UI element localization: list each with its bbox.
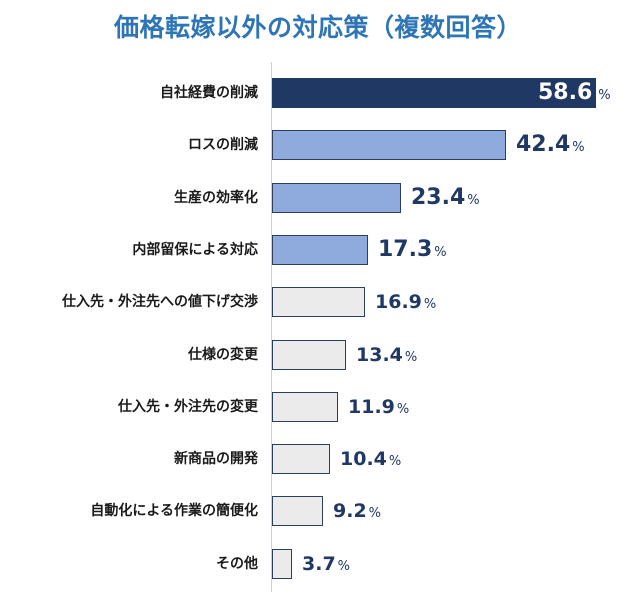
bar (272, 392, 338, 422)
value-number: 9.2 (333, 500, 367, 522)
category-label: 新商品の開発 (174, 451, 258, 467)
bar-row: 内部留保による対応 17.3% (0, 235, 636, 265)
percent-sign: % (467, 193, 480, 208)
percent-sign: % (396, 402, 410, 417)
category-label: 仕入先・外注先への値下げ交渉 (62, 294, 258, 310)
value-number: 17.3 (378, 237, 433, 262)
bar (272, 78, 596, 108)
bar (272, 183, 401, 213)
bar (272, 340, 346, 370)
percent-sign: % (598, 88, 611, 103)
bar-row: 仕入先・外注先の変更 11.9% (0, 392, 636, 422)
category-label: 内部留保による対応 (132, 242, 258, 258)
value-number: 10.4 (340, 448, 387, 470)
bar-row: その他 3.7% (0, 549, 636, 579)
value-number: 16.9 (375, 291, 422, 313)
percent-sign: % (404, 350, 418, 365)
value-label: 9.2% (333, 496, 381, 526)
value-number: 3.7 (302, 553, 336, 575)
value-label: 11.9% (348, 392, 409, 422)
bar-row: ロスの削減 42.4% (0, 130, 636, 160)
bar-row: 仕入先・外注先への値下げ交渉 16.9% (0, 287, 636, 317)
percent-sign: % (368, 506, 382, 521)
percent-sign: % (423, 297, 437, 312)
bar (272, 235, 368, 265)
bar (272, 287, 365, 317)
value-number: 13.4 (356, 344, 403, 366)
value-number: 58.6 (538, 80, 593, 105)
value-label: 58.6% (538, 78, 611, 108)
value-label: 16.9% (375, 287, 436, 317)
category-label: その他 (216, 556, 258, 572)
category-label: 仕入先・外注先の変更 (118, 399, 258, 415)
bar (272, 496, 323, 526)
percent-sign: % (434, 245, 447, 260)
bar-row: 仕様の変更 13.4% (0, 340, 636, 370)
category-label: ロスの削減 (188, 137, 258, 153)
value-number: 42.4 (516, 132, 571, 157)
value-label: 13.4% (356, 340, 417, 370)
category-axis-line (271, 62, 272, 592)
category-label: 生産の効率化 (174, 190, 258, 206)
bar-row: 新商品の開発 10.4% (0, 444, 636, 474)
value-label: 3.7% (302, 549, 350, 579)
bar-row: 自動化による作業の簡便化 9.2% (0, 496, 636, 526)
bar-row: 生産の効率化 23.4% (0, 183, 636, 213)
percent-sign: % (572, 140, 585, 155)
value-label: 17.3% (378, 235, 447, 265)
value-number: 23.4 (411, 185, 466, 210)
value-number: 11.9 (348, 396, 395, 418)
bar (272, 549, 292, 579)
value-label: 42.4% (516, 130, 585, 160)
percent-sign: % (337, 559, 351, 574)
chart-title: 価格転嫁以外の対応策（複数回答） (113, 13, 522, 42)
category-label: 自動化による作業の簡便化 (90, 503, 258, 519)
bar-row: 自社経費の削減 58.6% (0, 78, 636, 108)
category-label: 仕様の変更 (188, 347, 258, 363)
value-label: 23.4% (411, 183, 480, 213)
value-label: 10.4% (340, 444, 401, 474)
percent-sign: % (388, 454, 402, 469)
category-label: 自社経費の削減 (160, 85, 258, 101)
bar (272, 444, 330, 474)
bar (272, 130, 506, 160)
